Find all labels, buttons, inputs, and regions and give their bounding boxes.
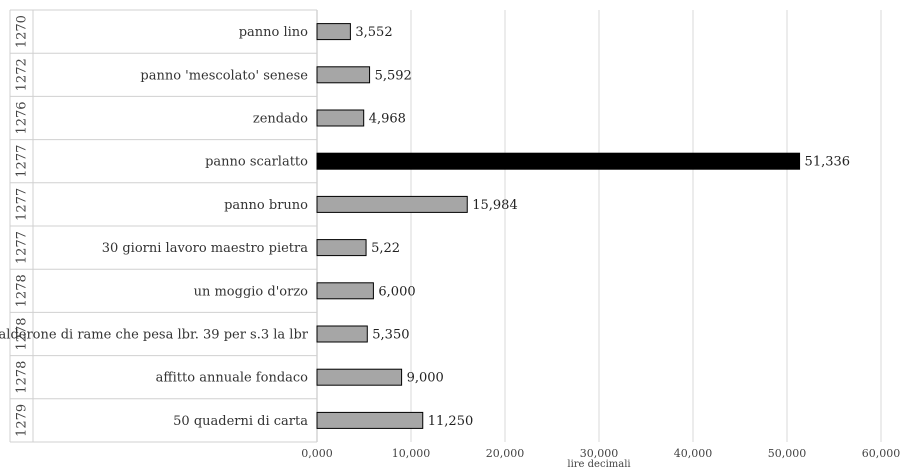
bar-highlighted [316,152,801,170]
year-label: 1272 [15,58,30,91]
category-label: panno 'mescolato' senese [140,68,308,83]
category-label: panno lino [239,25,308,40]
bar [316,109,365,127]
x-axis-title: lire decimali [567,459,630,470]
data-label: 6,000 [378,284,415,299]
year-label: 1279 [15,404,30,437]
bar [316,239,367,257]
x-tick-label: 50,000 [768,447,807,460]
bar [316,368,403,386]
bar [316,195,468,213]
data-label: 3,552 [355,25,392,40]
bars: 3,552 5,592 4,968 51,336 15,984 5,22 6,000 5,35… [316,23,851,429]
bar [316,66,371,84]
year-label: 1277 [15,231,30,264]
data-label: 4,968 [369,112,406,127]
bar [316,23,351,41]
year-label: 1277 [15,188,30,221]
data-label: 15,984 [472,198,518,213]
bar [316,325,368,343]
category-label: panno scarlatto [205,155,308,170]
x-tick-label: 30,000 [580,447,619,460]
data-label: 11,250 [428,414,474,429]
category-label: zendado [253,112,308,127]
x-tick-label: 10,000 [392,447,431,460]
year-label: 1270 [15,15,30,48]
category-label: panno bruno [224,198,308,213]
category-label: calderone di rame che pesa lbr. 39 per s… [0,328,309,343]
x-tick-label: 40,000 [674,447,713,460]
year-label: 1278 [15,274,30,307]
gridlines [316,10,882,442]
x-axis-ticks: 0,000 10,000 20,000 30,000 40,000 50,000 60,00… [301,447,900,460]
data-label: 9,000 [407,371,444,386]
data-label: 5,350 [372,328,409,343]
year-label: 1278 [15,361,30,394]
x-tick-label: 0,000 [301,447,333,460]
category-label: un moggio d'orzo [194,284,309,299]
year-label: 1278 [15,317,30,350]
x-tick-label: 60,000 [862,447,901,460]
category-label: 30 giorni lavoro maestro pietra [102,241,309,256]
year-label: 1277 [15,145,30,178]
bar [316,282,374,300]
data-label: 51,336 [805,155,851,170]
category-rows: 1270 panno lino 1272 panno 'mescolato' sene… [0,9,318,443]
data-label: 5,22 [371,241,400,256]
x-tick-label: 20,000 [486,447,525,460]
category-label: affitto annuale fondaco [156,371,309,386]
category-label: 50 quaderni di carta [173,414,308,429]
bar [316,411,424,429]
year-label: 1276 [15,101,30,134]
data-label: 5,592 [375,68,412,83]
